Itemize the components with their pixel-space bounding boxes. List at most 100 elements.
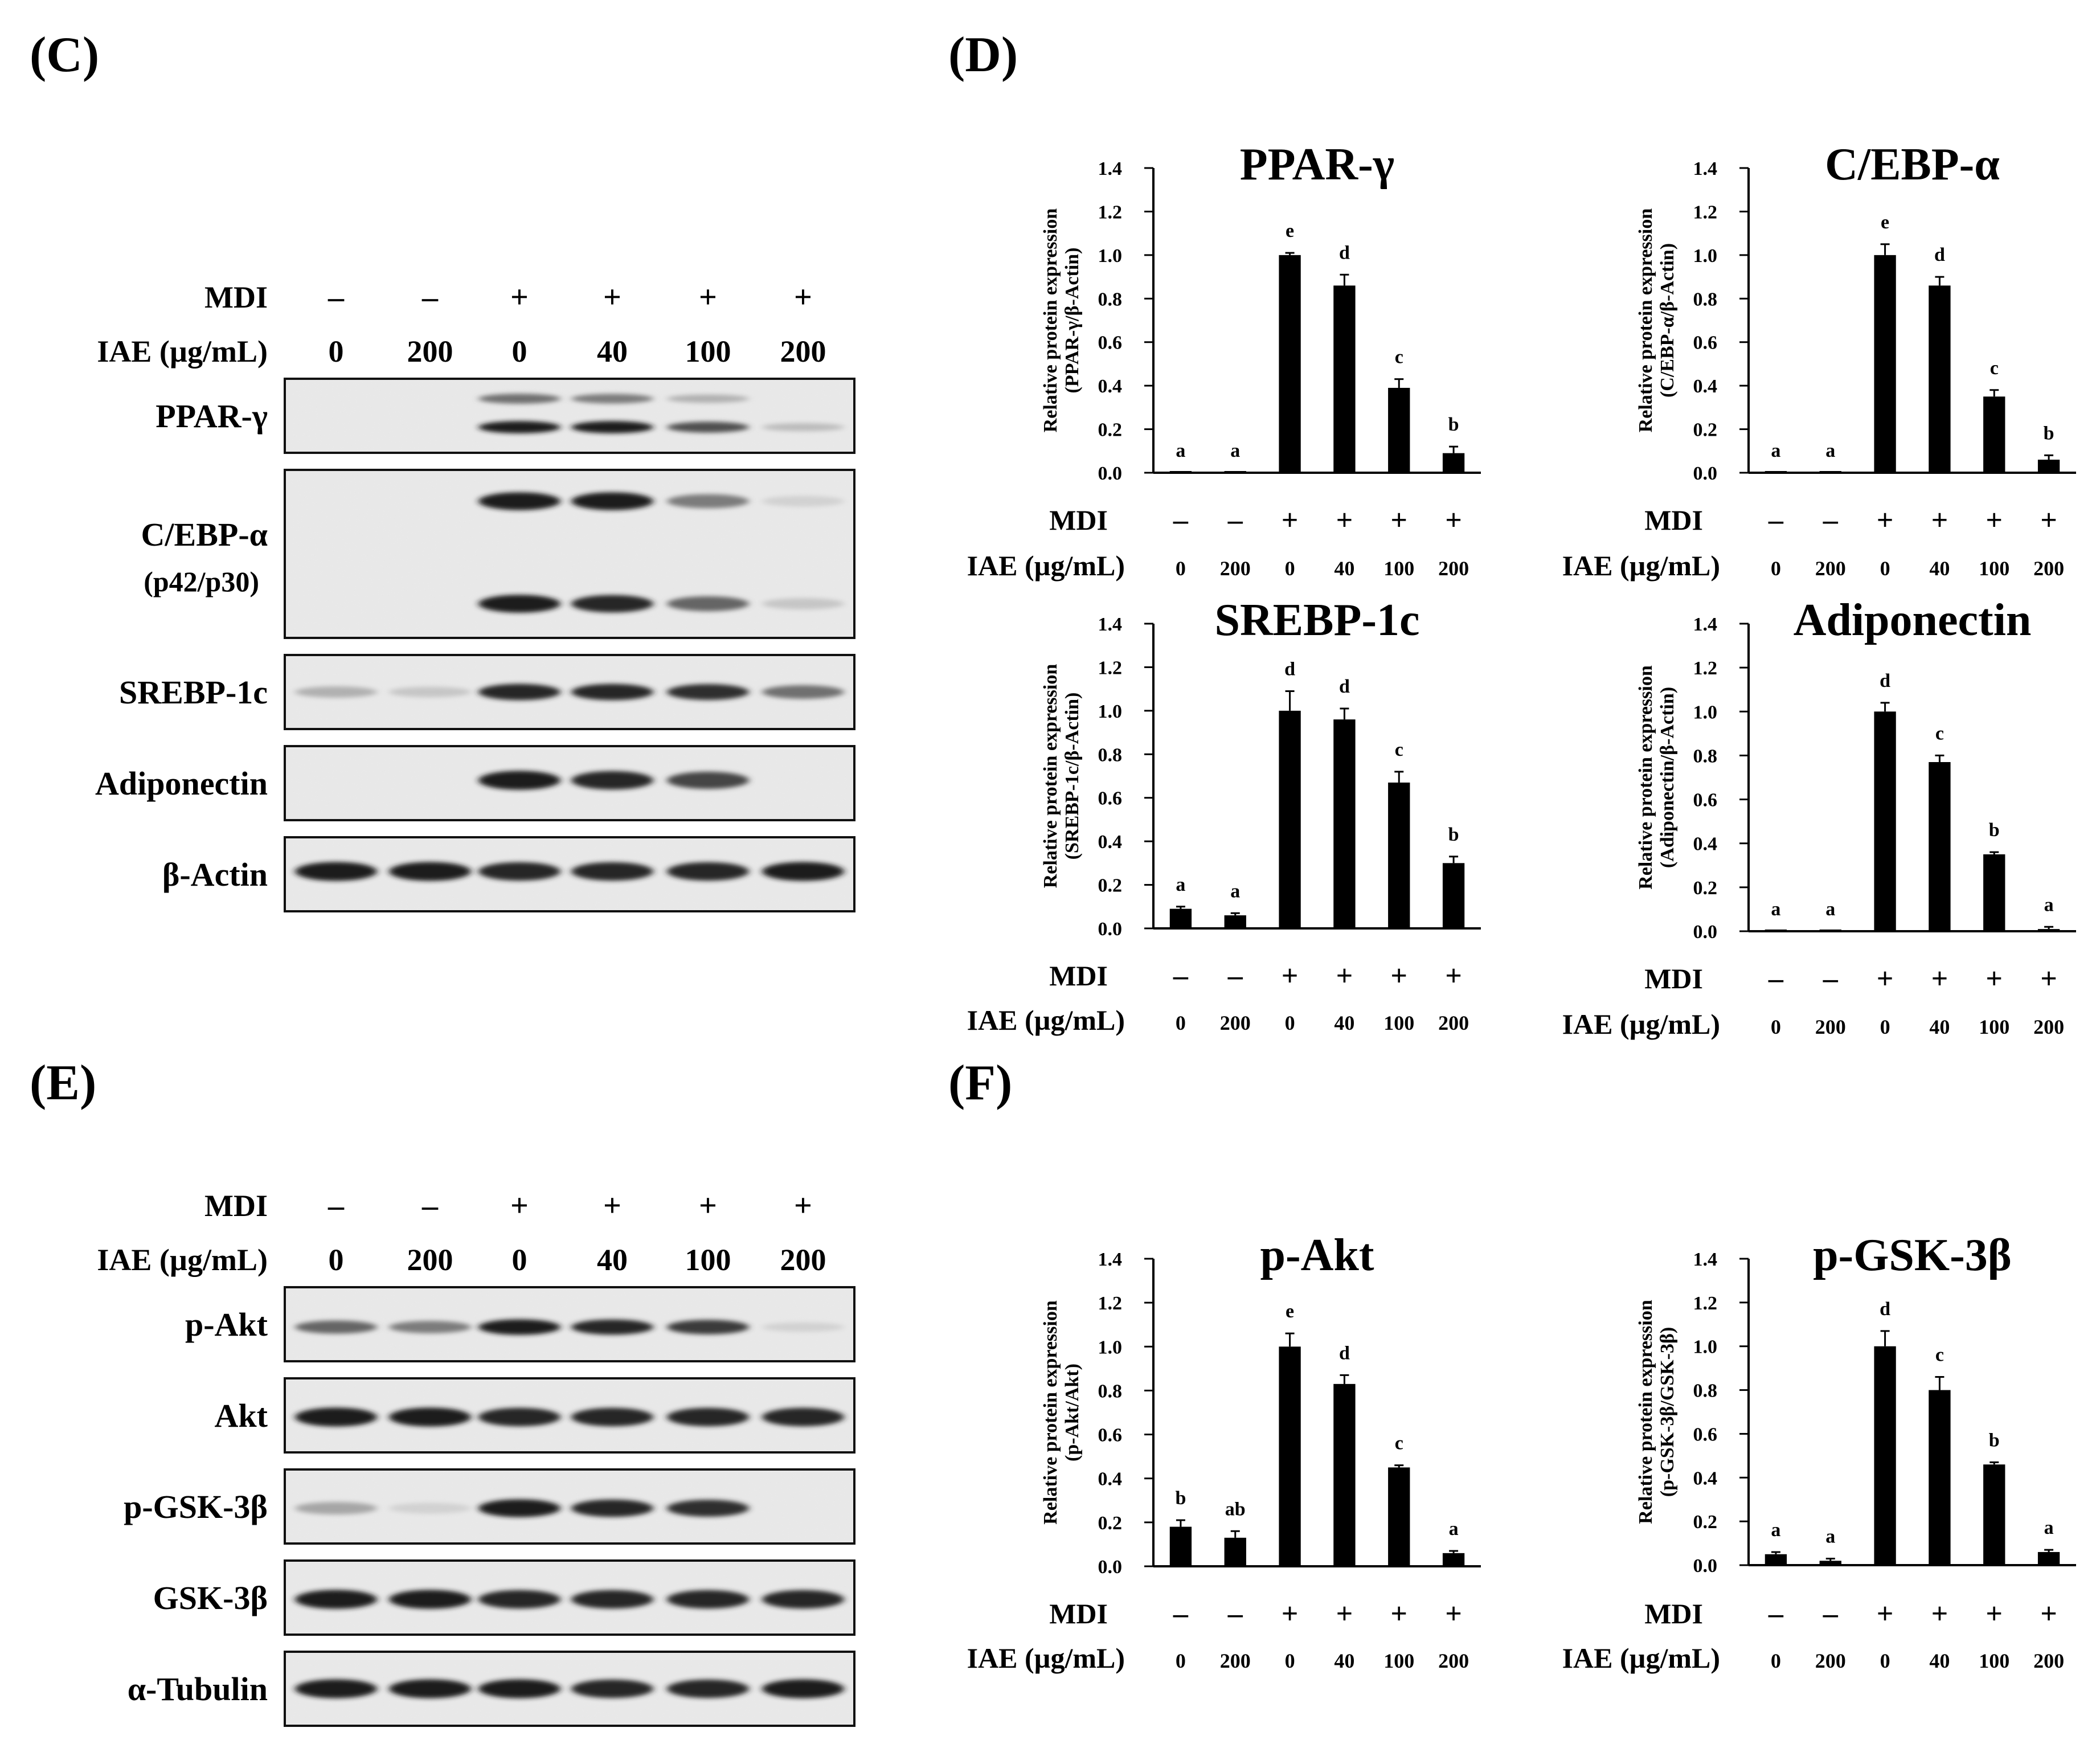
blot-band	[295, 1320, 377, 1334]
bar	[1388, 387, 1410, 473]
mdi-sign: –	[1768, 1598, 1784, 1630]
iae-label: IAE (µg/mL)	[967, 550, 1125, 582]
blot-texture	[286, 1471, 853, 1542]
significance-letter: a	[1771, 899, 1780, 920]
y-tick-label: 0.4	[1098, 832, 1123, 853]
blot-label: β-Actin	[162, 856, 268, 893]
c-mdi-sign: +	[794, 280, 812, 315]
y-axis-label-ratio: (PPAR-γ/β-Actin)	[1062, 248, 1083, 394]
blot-texture	[286, 838, 853, 910]
blot-row-0: p-Akt	[185, 1286, 855, 1362]
bar	[1224, 915, 1246, 928]
bar	[1333, 1383, 1356, 1566]
x-tick-label: 200	[1220, 557, 1251, 580]
chart-title: PPAR-γ	[1240, 140, 1394, 190]
significance-letter: d	[1339, 1342, 1350, 1364]
mdi-sign: +	[2040, 1598, 2057, 1630]
y-axis-label: Relative protein expression	[1635, 1300, 1656, 1524]
c-mdi-sign: +	[699, 280, 717, 315]
panel-label-d: (D)	[948, 27, 1018, 83]
significance-letter: b	[2044, 423, 2054, 444]
mdi-sign: +	[1282, 504, 1299, 537]
blot-band	[389, 1407, 471, 1427]
x-tick-label: 200	[1438, 557, 1469, 580]
blot-band	[762, 496, 844, 507]
blot-band	[389, 686, 471, 698]
blot-row-4: α-Tubulin	[128, 1651, 855, 1727]
significance-letter: b	[1989, 820, 2000, 841]
x-tick-label: 100	[1979, 557, 2009, 580]
blot-band	[762, 1322, 844, 1332]
blot-band	[295, 1590, 377, 1609]
significance-letter: c	[1395, 739, 1403, 760]
blot-row-1: Akt	[215, 1377, 855, 1454]
bar	[1874, 1346, 1896, 1565]
blot-band	[478, 1319, 560, 1335]
x-tick-label: 0	[1176, 1012, 1186, 1034]
blot-band	[295, 862, 377, 881]
significance-letter: e	[1286, 220, 1294, 241]
bar	[1442, 453, 1465, 473]
bar	[1224, 1537, 1246, 1566]
y-axis-label: Relative protein expression	[1040, 664, 1061, 889]
e-mdi-sign: +	[794, 1188, 812, 1223]
significance-letter: a	[1230, 440, 1240, 461]
y-tick-label: 1.4	[1098, 158, 1123, 179]
western-blot-c: MDI IAE (µg/mL) – – + + + +0 200 0 40 100 200 PPAR-γ C…	[95, 280, 855, 912]
x-tick-label: 40	[1334, 1649, 1354, 1672]
blot-band	[571, 1499, 653, 1517]
significance-letter: c	[1935, 723, 1944, 744]
blot-row-3: Adiponectin	[95, 745, 855, 821]
mdi-sign: +	[1986, 504, 2003, 537]
mdi-label: MDI	[1644, 504, 1703, 536]
bar	[1442, 1553, 1465, 1566]
blot-texture	[286, 380, 853, 452]
x-tick-label: 0	[1285, 557, 1295, 580]
c-iae-dose: 40	[597, 334, 628, 369]
blot-band	[667, 1590, 749, 1609]
mdi-label: MDI	[1049, 1598, 1108, 1630]
chart-1: 0.0 0.2 0.4 0.6 0.8 1.0 1.2 1.4 Relative protein…	[1562, 140, 2076, 582]
x-tick-label: 0	[1771, 557, 1781, 580]
c-iae-label: IAE (µg/mL)	[97, 334, 268, 369]
bar-charts: 0.0 0.2 0.4 0.6 0.8 1.0 1.2 1.4 Relative protein…	[967, 140, 2076, 1674]
x-tick-label: 200	[2033, 1649, 2064, 1672]
significance-letter: a	[1176, 874, 1185, 895]
blot-band	[571, 771, 653, 790]
y-axis-label-ratio: (SREBP-1c/β-Actin)	[1062, 693, 1083, 860]
chart-2: 0.0 0.2 0.4 0.6 0.8 1.0 1.2 1.4 Relative protein…	[967, 595, 1481, 1036]
y-tick-label: 1.0	[1098, 245, 1123, 267]
y-tick-label: 0.0	[1693, 463, 1718, 484]
mdi-sign: +	[1390, 1598, 1407, 1630]
y-tick-label: 1.0	[1098, 701, 1123, 722]
x-tick-label: 100	[1979, 1016, 2009, 1038]
y-tick-label: 0.2	[1098, 420, 1123, 441]
y-tick-label: 1.2	[1693, 658, 1718, 679]
x-tick-label: 0	[1285, 1012, 1295, 1034]
blot-band	[478, 683, 560, 701]
bar	[2037, 1551, 2060, 1565]
blot-band	[571, 394, 653, 404]
mdi-sign: +	[1445, 1598, 1462, 1630]
bar	[1983, 854, 2005, 931]
blot-row-2: p-GSK-3β	[124, 1468, 855, 1545]
e-mdi-sign: +	[603, 1188, 621, 1223]
blot-band	[571, 683, 653, 701]
e-iae-dose: 0	[329, 1243, 344, 1277]
bar	[1279, 255, 1301, 473]
blot-band	[389, 1590, 471, 1609]
bar	[1388, 782, 1410, 928]
chart-4: 0.0 0.2 0.4 0.6 0.8 1.0 1.2 1.4 Relative protein…	[967, 1230, 1481, 1674]
bar	[1388, 1467, 1410, 1566]
chart-title: SREBP-1c	[1215, 595, 1420, 645]
blot-band	[762, 862, 844, 881]
bar	[1929, 285, 1951, 473]
y-tick-label: 0.2	[1098, 1513, 1123, 1534]
x-tick-label: 200	[2033, 557, 2064, 580]
panel-label-e: (E)	[30, 1055, 96, 1111]
e-iae-label: IAE (µg/mL)	[97, 1243, 268, 1277]
significance-letter: ab	[1225, 1499, 1246, 1520]
x-tick-label: 200	[1438, 1012, 1469, 1034]
blot-band	[667, 862, 749, 881]
mdi-sign: +	[1445, 504, 1462, 537]
